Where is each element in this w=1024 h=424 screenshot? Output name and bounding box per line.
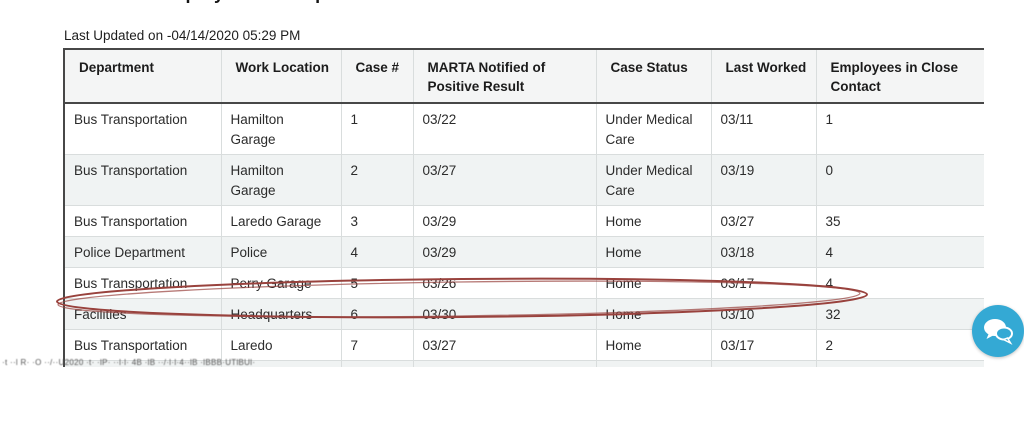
cell-case-status: Home [596,329,712,361]
column-header: Last Worked [711,49,817,104]
cell-case-status: Home [596,236,712,268]
cell-department: Police Department [64,236,222,268]
table-row: Police Candler Park 8 03/24 Home 03/11 4 [64,360,984,367]
chat-widget-button[interactable] [972,305,1024,357]
cell-notified-date: 03/29 [413,236,597,268]
column-header: Case # [341,49,414,104]
table-header-row: Department Work Location Case # MARTA No… [64,49,984,104]
cell-work-location: Laredo [221,329,342,361]
clipped-page-heading: COVID-19 Employee Case Updates [64,0,364,7]
table-row: Facilities Headquarters 6 03/30 Home 03/… [64,298,984,330]
cell-department: Bus Transportation [64,154,222,206]
cell-work-location: Laredo Garage [221,205,342,237]
cell-last-worked: 03/10 [711,298,817,330]
cell-work-location: Police [221,236,342,268]
cell-case-number: 7 [341,329,414,361]
cell-department: Bus Transportation [64,267,222,299]
covid-cases-table: Department Work Location Case # MARTA No… [63,48,984,367]
cell-close-contacts: 0 [816,154,984,206]
cell-department: Bus Transportation [64,329,222,361]
cell-last-worked: 03/27 [711,205,817,237]
cell-case-number: 4 [341,236,414,268]
cell-case-number: 8 [341,360,414,367]
table-row: Bus Transportation Laredo Garage 3 03/29… [64,205,984,237]
last-updated-label: Last Updated on -04/14/2020 05:29 PM [64,28,301,43]
cell-case-number: 1 [341,103,414,155]
cell-notified-date: 03/27 [413,329,597,361]
chat-bubbles-icon [984,319,1013,345]
cell-last-worked: 03/17 [711,329,817,361]
cell-case-status: Home [596,360,712,367]
cell-work-location: Hamilton Garage [221,103,342,155]
cell-notified-date: 03/30 [413,298,597,330]
cell-case-number: 5 [341,267,414,299]
table-row: Bus Transportation Hamilton Garage 2 03/… [64,154,984,206]
table-body: Bus Transportation Hamilton Garage 1 03/… [64,103,984,367]
cell-case-number: 2 [341,154,414,206]
cell-close-contacts: 1 [816,103,984,155]
table-row: Bus Transportation Hamilton Garage 1 03/… [64,103,984,155]
cell-notified-date: 03/22 [413,103,597,155]
cell-close-contacts: 32 [816,298,984,330]
cell-notified-date: 03/26 [413,267,597,299]
cell-last-worked: 03/11 [711,360,817,367]
column-header: Work Location [221,49,342,104]
cell-department: Facilities [64,298,222,330]
cell-close-contacts: 4 [816,360,984,367]
cell-last-worked: 03/18 [711,236,817,268]
cell-case-status: Home [596,267,712,299]
cell-work-location: Candler Park [221,360,342,367]
cell-case-status: Under Medical Care [596,103,712,155]
cell-close-contacts: 35 [816,205,984,237]
cell-notified-date: 03/27 [413,154,597,206]
cell-notified-date: 03/24 [413,360,597,367]
cases-table-container: Department Work Location Case # MARTA No… [63,48,984,367]
cell-close-contacts: 2 [816,329,984,361]
table-row: Bus Transportation Perry Garage 5 03/26 … [64,267,984,299]
cell-last-worked: 03/19 [711,154,817,206]
column-header: Employees in Close Contact [816,49,984,104]
cell-close-contacts: 4 [816,267,984,299]
status-bar-text: ·t ··l R· ·O ··/··U2020 ·t· ·lP· ··l·l· … [2,358,256,367]
cell-work-location: Hamilton Garage [221,154,342,206]
cell-case-status: Home [596,205,712,237]
cell-last-worked: 03/17 [711,267,817,299]
cell-case-status: Home [596,298,712,330]
table-row: Bus Transportation Laredo 7 03/27 Home 0… [64,329,984,361]
cell-work-location: Headquarters [221,298,342,330]
cell-department: Bus Transportation [64,103,222,155]
cell-department: Police [64,360,222,367]
column-header: MARTA Notified of Positive Result [413,49,597,104]
cell-last-worked: 03/11 [711,103,817,155]
cell-case-number: 6 [341,298,414,330]
cell-notified-date: 03/29 [413,205,597,237]
cell-work-location: Perry Garage [221,267,342,299]
cell-case-status: Under Medical Care [596,154,712,206]
clipped-page-heading-text: COVID-19 Employee Case Updates [64,0,364,4]
table-row: Police Department Police 4 03/29 Home 03… [64,236,984,268]
cell-case-number: 3 [341,205,414,237]
column-header: Case Status [596,49,712,104]
column-header: Department [64,49,222,104]
cell-close-contacts: 4 [816,236,984,268]
cell-department: Bus Transportation [64,205,222,237]
